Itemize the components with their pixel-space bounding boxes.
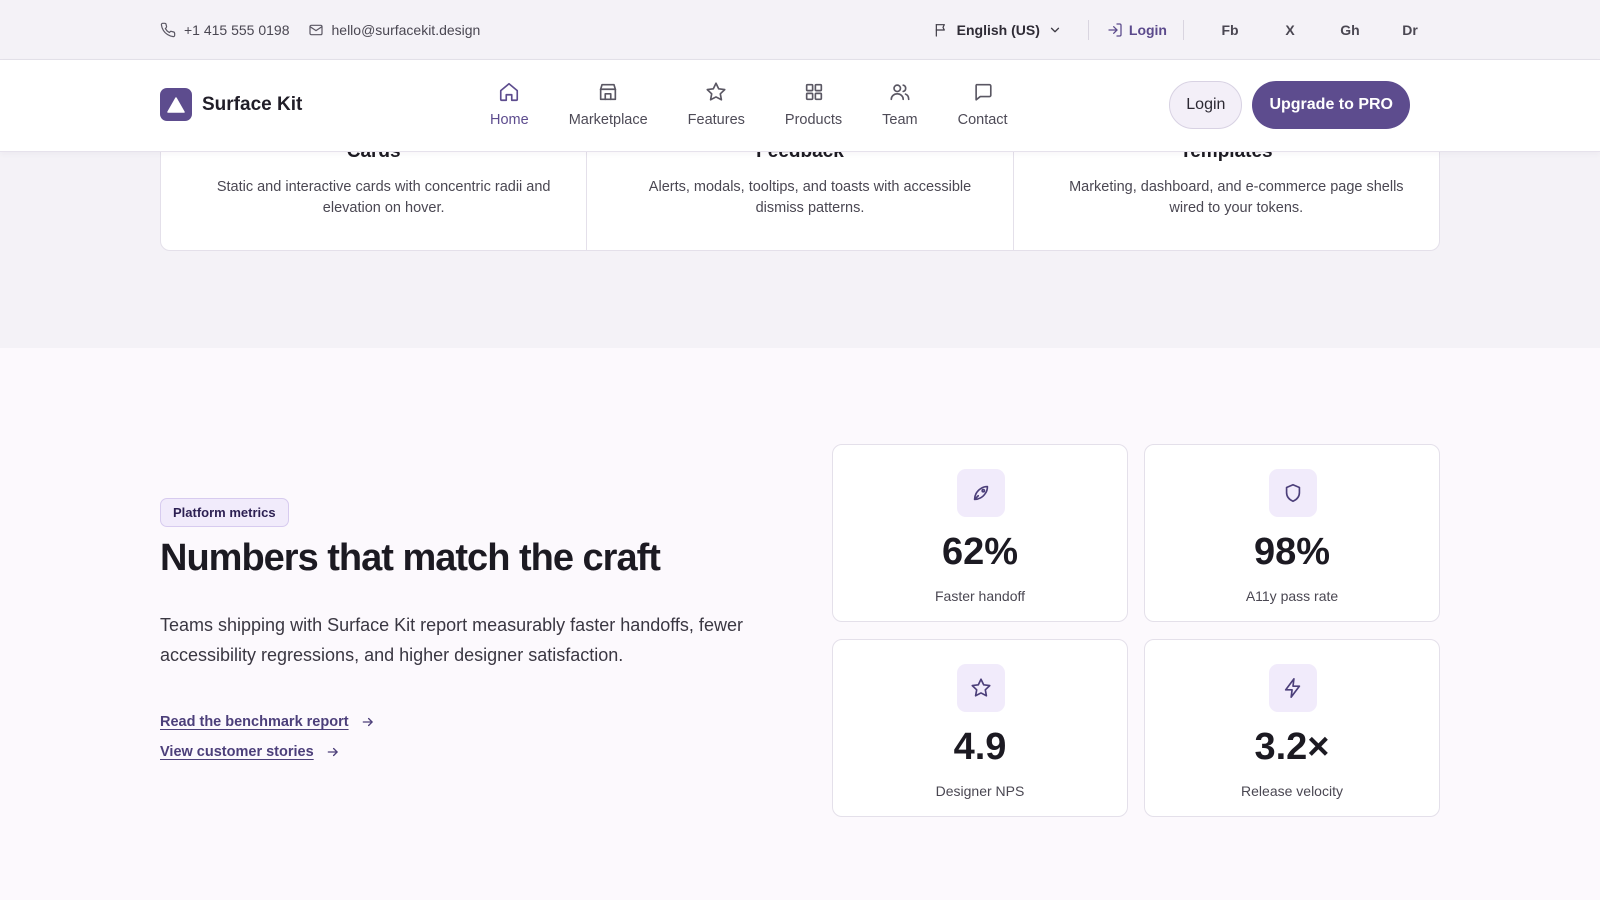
top-bar-actions: English (US) Login Fb X Gh Dr (933, 0, 1440, 60)
metric-card-handoff: 62% Faster handoff (832, 444, 1128, 622)
nav-item-contact[interactable]: Contact (938, 78, 1028, 130)
store-icon (597, 80, 619, 104)
chevron-down-icon (1048, 23, 1062, 37)
flag-icon (933, 22, 949, 38)
feature-description: Alerts, modals, tooltips, and toasts wit… (648, 179, 972, 216)
top-login-link[interactable]: Login (1089, 22, 1183, 38)
users-icon (889, 80, 911, 104)
phone-number: +1 415 555 0198 (184, 22, 290, 38)
nav-item-products[interactable]: Products (765, 78, 862, 130)
section-headline: Numbers that match the craft (160, 537, 661, 579)
nav-item-label: Team (882, 112, 918, 128)
social-link-dribbble[interactable]: Dr (1402, 22, 1418, 38)
bolt-icon (1269, 664, 1317, 712)
language-selector[interactable]: English (US) (933, 22, 1088, 38)
brand-name: Surface Kit (202, 93, 303, 115)
phone-link[interactable]: +1 415 555 0198 (160, 22, 290, 38)
brand-logo-link[interactable]: Surface Kit (160, 88, 302, 121)
nav-menu: Home Marketplace Features Products Team (470, 78, 1028, 130)
arrow-right-icon (361, 715, 375, 729)
contact-info: +1 415 555 0198 hello@surfacekit.design (160, 0, 480, 60)
home-icon (498, 80, 520, 104)
social-links: Fb X Gh Dr (1184, 22, 1440, 38)
social-link-facebook[interactable]: Fb (1221, 22, 1239, 38)
email-link[interactable]: hello@surfacekit.design (308, 22, 481, 38)
metric-card-a11y: 98% A11y pass rate (1144, 444, 1440, 622)
nav-item-label: Contact (957, 112, 1008, 128)
shield-icon (1269, 469, 1317, 517)
social-link-github[interactable]: Gh (1340, 22, 1360, 38)
nav-item-label: Features (687, 112, 745, 128)
nav-item-home[interactable]: Home (470, 78, 549, 130)
section-lead: Teams shipping with Surface Kit report m… (160, 615, 743, 665)
nav-actions: Login Upgrade to PRO (1169, 81, 1410, 129)
upgrade-button[interactable]: Upgrade to PRO (1252, 81, 1410, 129)
section-links: Read the benchmark report View customer … (160, 714, 780, 760)
nav-item-label: Products (784, 112, 843, 128)
metric-label: Designer NPS (935, 783, 1025, 799)
nav-item-label: Home (490, 112, 529, 128)
top-bar: +1 415 555 0198 hello@surfacekit.design … (0, 0, 1600, 60)
metric-value: 3.2× (1254, 726, 1330, 768)
metric-value: 62% (941, 531, 1019, 573)
metric-value: 4.9 (953, 726, 1007, 768)
metric-card-nps: 4.9 Designer NPS (832, 639, 1128, 817)
star-icon (957, 664, 1005, 712)
metric-label: A11y pass rate (1245, 588, 1339, 604)
main-nav: Surface Kit Home Marketplace Features Pr… (0, 60, 1600, 152)
rocket-icon (957, 469, 1005, 517)
login-icon (1107, 22, 1123, 38)
metric-value: 98% (1253, 531, 1331, 573)
login-button[interactable]: Login (1169, 81, 1243, 129)
divider (1183, 20, 1184, 40)
link-label: View customer stories (160, 744, 314, 760)
nav-item-team[interactable]: Team (862, 78, 937, 130)
feature-description: Marketing, dashboard, and e-commerce pag… (1069, 179, 1404, 216)
arrow-right-icon (326, 745, 340, 759)
language-label: English (US) (956, 22, 1040, 38)
link-label: Read the benchmark report (160, 714, 349, 730)
nav-item-marketplace[interactable]: Marketplace (549, 78, 668, 130)
email-address: hello@surfacekit.design (331, 22, 481, 38)
top-login-label: Login (1128, 22, 1167, 38)
star-icon (705, 80, 727, 104)
nav-item-label: Marketplace (568, 112, 648, 128)
mail-icon (308, 22, 324, 38)
metrics-intro: Platform metrics Numbers that match the … (160, 498, 780, 760)
nav-item-features[interactable]: Features (668, 78, 765, 130)
feature-description: Static and interactive cards with concen… (216, 179, 551, 216)
metric-label: Release velocity (1241, 783, 1343, 799)
benchmark-report-link[interactable]: Read the benchmark report (160, 714, 780, 730)
logo-icon (160, 88, 192, 121)
divider (1087, 20, 1089, 40)
grid-icon (803, 80, 825, 104)
social-link-x[interactable]: X (1285, 22, 1295, 38)
message-icon (972, 80, 994, 104)
metric-label: Faster handoff (934, 588, 1026, 604)
customer-stories-link[interactable]: View customer stories (160, 744, 780, 760)
section-badge: Platform metrics (160, 498, 289, 527)
metric-card-velocity: 3.2× Release velocity (1144, 639, 1440, 817)
phone-icon (160, 22, 176, 38)
